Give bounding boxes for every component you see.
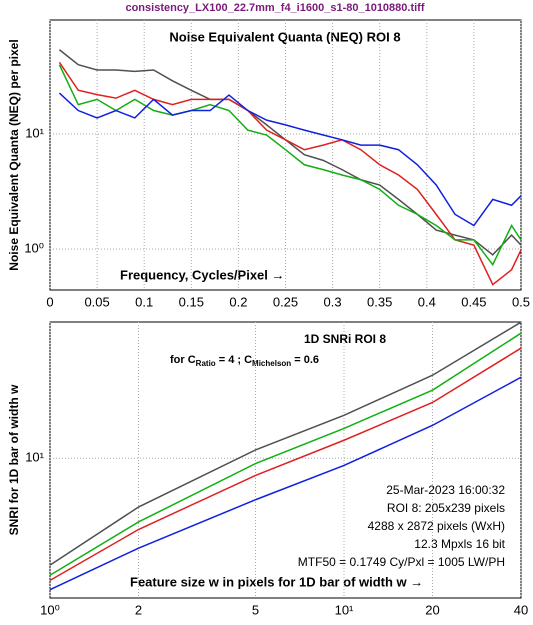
annotation: ROI 8: 205x239 pixels: [387, 501, 505, 515]
x-tick-label: 0.25: [273, 294, 298, 309]
y-axis-label: SNRI for 1D bar of width w: [7, 384, 21, 535]
subtitle: for CRatio = 4 ; CMichelson = 0.6: [170, 354, 319, 368]
annotation: 12.3 Mpxls 16 bit: [414, 537, 505, 551]
chart-title: Noise Equivalent Quanta (NEQ) ROI 8: [169, 29, 400, 44]
x-tick-label: 0.2: [229, 294, 247, 309]
suptitle: consistency_LX100_22.7mm_f4_i1600_s1-80_…: [125, 2, 424, 14]
x-tick-label: 10⁰: [40, 602, 60, 617]
x-tick-label: 0.5: [512, 294, 530, 309]
x-tick-label: 0: [46, 294, 53, 309]
y-tick-label: 10¹: [25, 125, 44, 140]
annotation: MTF50 = 0.1749 Cy/Pxl = 1005 LW/PH: [298, 555, 505, 569]
x-axis-label: Frequency, Cycles/Pixel →: [120, 267, 285, 282]
y-axis-label: Noise Equivalent Quanta (NEQ) per pixel: [7, 39, 21, 270]
series-line: [58, 64, 522, 267]
subtitle-part: for C: [170, 354, 196, 366]
x-tick-label: 0.3: [324, 294, 342, 309]
subtitle-sub: Michelson: [252, 359, 291, 368]
x-tick-label: 0.1: [135, 294, 153, 309]
x-tick-label: 0.45: [461, 294, 486, 309]
x-tick-label: 0.35: [367, 294, 392, 309]
annotation: 25-Mar-2023 16:00:32: [386, 483, 505, 497]
chart-title: 1D SNRi ROI 8: [304, 332, 386, 346]
x-tick-label: 0.05: [84, 294, 109, 309]
x-axis-label: Feature size w in pixels for 1D bar of w…: [130, 574, 423, 589]
subtitle-part: = 0.6: [291, 354, 319, 366]
series-line: [49, 321, 522, 566]
series-line: [58, 49, 522, 256]
x-tick-label: 0.15: [179, 294, 204, 309]
series-line: [49, 347, 522, 582]
x-tick-label: 0.4: [418, 294, 436, 309]
series-line: [49, 332, 522, 576]
series-line: [58, 92, 522, 227]
x-tick-label: 10¹: [335, 602, 354, 617]
y-tick-label: 10¹: [25, 450, 44, 465]
subtitle-part: = 4 ; C: [216, 354, 252, 366]
series-line: [49, 376, 522, 591]
plot-frame: [49, 321, 522, 599]
annotation: 4288 x 2872 pixels (WxH): [368, 519, 505, 533]
x-tick-label: 40: [514, 602, 528, 617]
x-tick-label: 20: [425, 602, 439, 617]
series-line: [58, 61, 522, 286]
x-tick-label: 5: [252, 602, 259, 617]
y-tick-label: 10⁰: [24, 240, 44, 255]
subtitle-sub: Ratio: [196, 359, 216, 368]
x-tick-label: 2: [135, 602, 142, 617]
